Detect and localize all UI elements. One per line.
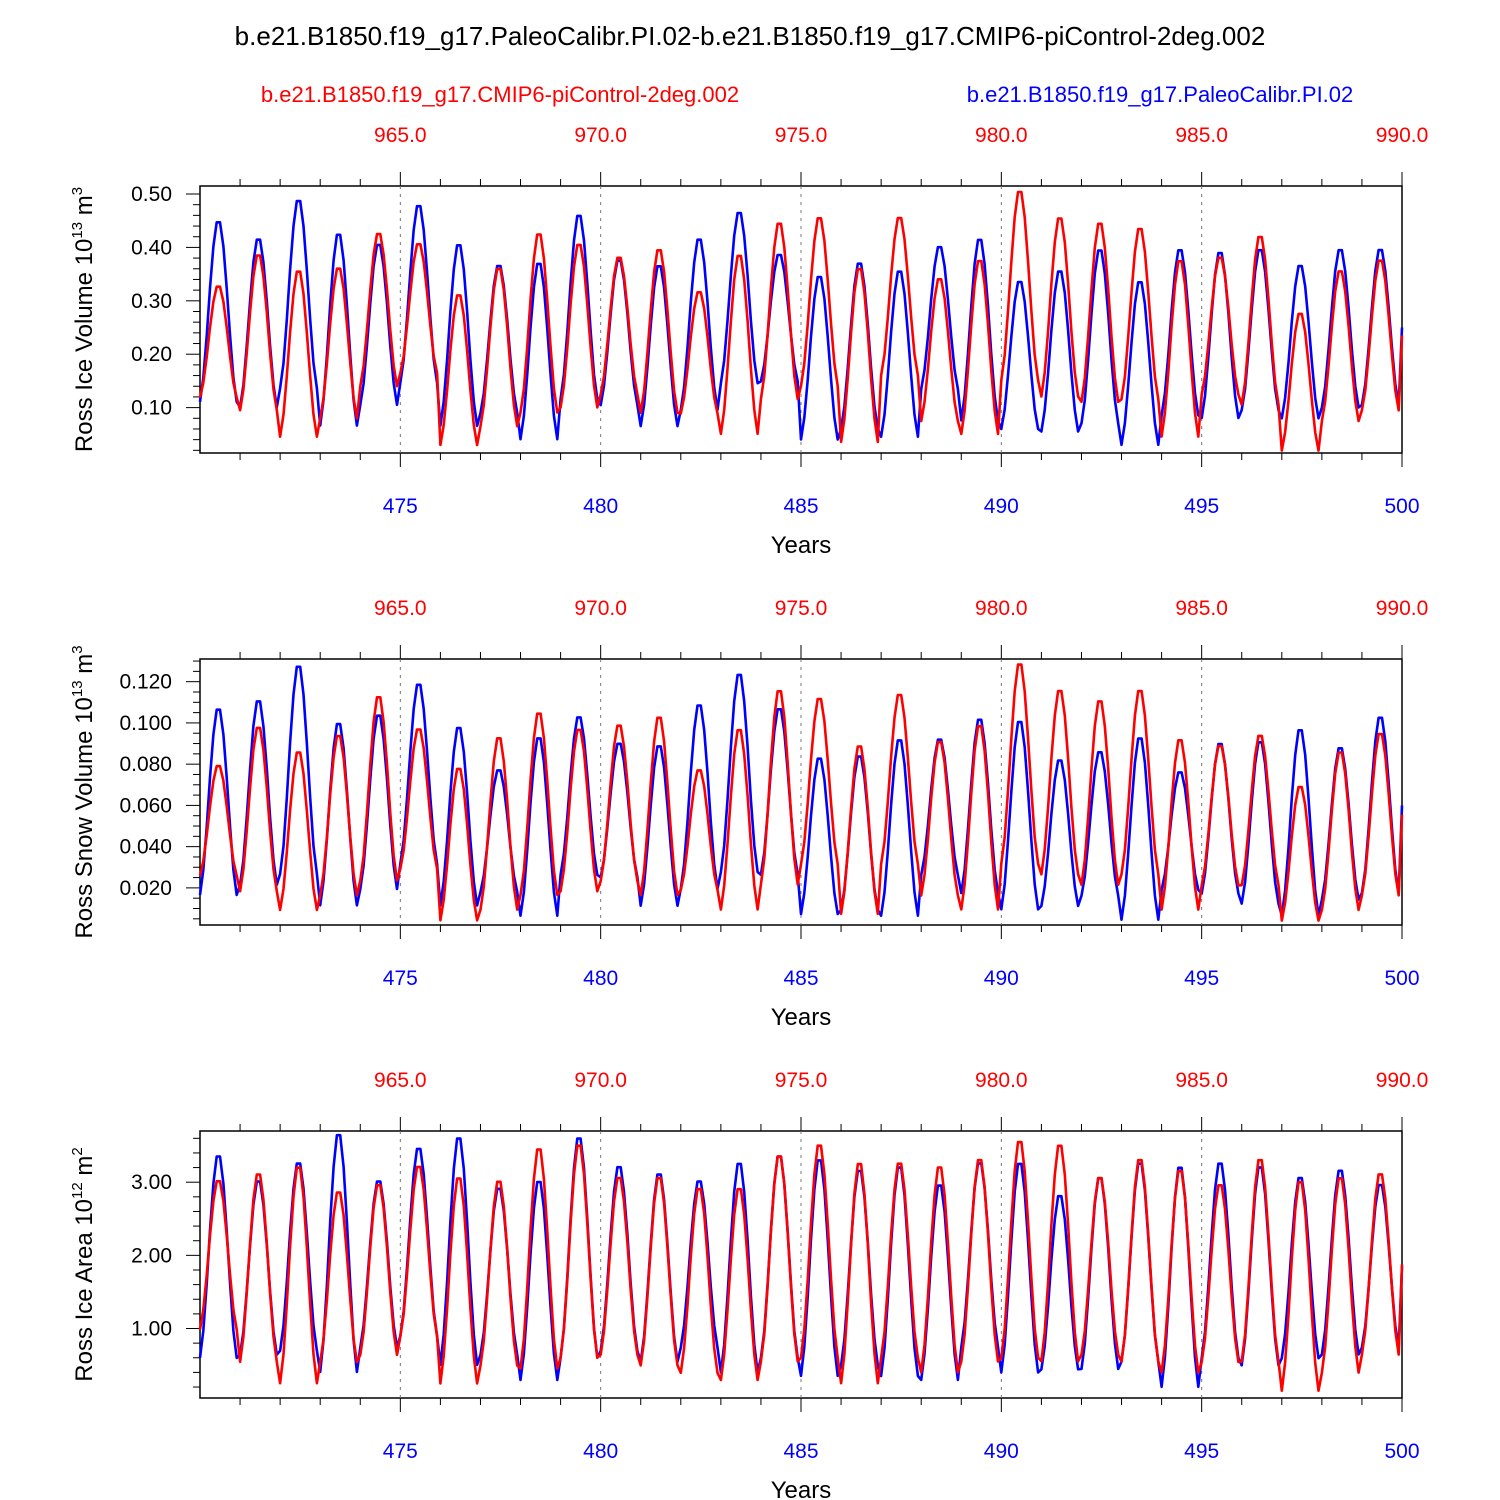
- y-tick-label: 0.10: [131, 397, 172, 420]
- x-tick-label-bottom: 480: [583, 967, 618, 990]
- x-tick-label-bottom: 500: [1384, 1440, 1419, 1463]
- legend-red-label: b.e21.B1850.f19_g17.CMIP6-piControl-2deg…: [261, 82, 739, 107]
- x-tick-label-bottom: 495: [1184, 495, 1219, 518]
- y-tick-label: 0.20: [131, 343, 172, 366]
- x-tick-label-top: 985.0: [1175, 124, 1228, 147]
- x-tick-label-bottom: 495: [1184, 1440, 1219, 1463]
- y-tick-label: 2.00: [131, 1244, 172, 1267]
- x-tick-label-top: 985.0: [1175, 597, 1228, 620]
- y-tick-label: 0.080: [119, 753, 172, 776]
- x-tick-label-top: 975.0: [775, 124, 828, 147]
- y-tick-label: 0.040: [119, 836, 172, 859]
- y-tick-label: 0.50: [131, 183, 172, 206]
- figure-title: b.e21.B1850.f19_g17.PaleoCalibr.PI.02-b.…: [235, 21, 1266, 51]
- x-tick-label-top: 970.0: [574, 1069, 627, 1092]
- y-axis-label: Ross Ice Area 1012 m2: [69, 1147, 98, 1381]
- x-tick-label-bottom: 475: [383, 495, 418, 518]
- y-tick-label: 0.020: [119, 877, 172, 900]
- x-axis-label: Years: [771, 1004, 832, 1031]
- x-axis-label: Years: [771, 1477, 832, 1500]
- series-line-red: [198, 190, 1404, 452]
- y-tick-label: 0.40: [131, 236, 172, 259]
- series-line-red: [198, 1140, 1404, 1392]
- y-tick-label: 0.100: [119, 712, 172, 735]
- x-tick-label-bottom: 480: [583, 495, 618, 518]
- chart-panel-2: 0.020 0.040 0.060 0.080 0.100 0.120 475 480 485 4…: [69, 597, 1428, 1031]
- x-tick-label-bottom: 475: [383, 1440, 418, 1463]
- x-tick-label-top: 980.0: [975, 597, 1028, 620]
- x-tick-label-top: 990.0: [1376, 597, 1429, 620]
- x-tick-label-top: 965.0: [374, 124, 427, 147]
- x-tick-label-bottom: 480: [583, 1440, 618, 1463]
- series-line-blue: [198, 199, 1404, 447]
- y-tick-label: 0.120: [119, 671, 172, 694]
- x-tick-label-top: 990.0: [1376, 124, 1429, 147]
- x-tick-label-top: 990.0: [1376, 1069, 1429, 1092]
- y-tick-label: 0.060: [119, 794, 172, 817]
- x-tick-label-top: 985.0: [1175, 1069, 1228, 1092]
- x-tick-label-bottom: 490: [984, 1440, 1019, 1463]
- x-tick-label-top: 965.0: [374, 597, 427, 620]
- x-tick-label-bottom: 500: [1384, 495, 1419, 518]
- x-tick-label-top: 980.0: [975, 124, 1028, 147]
- series-line-red: [198, 663, 1404, 922]
- x-tick-label-bottom: 485: [783, 967, 818, 990]
- chart-panel-3: 1.00 2.00 3.00 475 480 485 490 495 500 965.0 970.0…: [69, 1069, 1428, 1500]
- x-tick-label-bottom: 490: [984, 495, 1019, 518]
- y-tick-label: 0.30: [131, 290, 172, 313]
- y-tick-label: 1.00: [131, 1318, 172, 1341]
- x-axis-label: Years: [771, 532, 832, 559]
- chart-panel-1: 0.10 0.20 0.30 0.40 0.50 475 480 485 490 495 500 96…: [69, 124, 1428, 559]
- x-tick-label-bottom: 495: [1184, 967, 1219, 990]
- x-tick-label-top: 975.0: [775, 1069, 828, 1092]
- x-tick-label-top: 975.0: [775, 597, 828, 620]
- panels: 0.10 0.20 0.30 0.40 0.50 475 480 485 490 495 500 96…: [69, 124, 1428, 1500]
- x-tick-label-bottom: 490: [984, 967, 1019, 990]
- y-axis-label: Ross Ice Volume 1013 m3: [69, 187, 98, 452]
- y-axis-label: Ross Snow Volume 1013 m3: [69, 645, 98, 938]
- x-tick-label-bottom: 485: [783, 1440, 818, 1463]
- x-tick-label-top: 970.0: [574, 597, 627, 620]
- x-tick-label-bottom: 475: [383, 967, 418, 990]
- x-tick-label-bottom: 500: [1384, 967, 1419, 990]
- x-tick-label-top: 980.0: [975, 1069, 1028, 1092]
- y-tick-label: 3.00: [131, 1171, 172, 1194]
- x-tick-label-top: 965.0: [374, 1069, 427, 1092]
- legend-blue-label: b.e21.B1850.f19_g17.PaleoCalibr.PI.02: [967, 82, 1354, 107]
- x-tick-label-top: 970.0: [574, 124, 627, 147]
- x-tick-label-bottom: 485: [783, 495, 818, 518]
